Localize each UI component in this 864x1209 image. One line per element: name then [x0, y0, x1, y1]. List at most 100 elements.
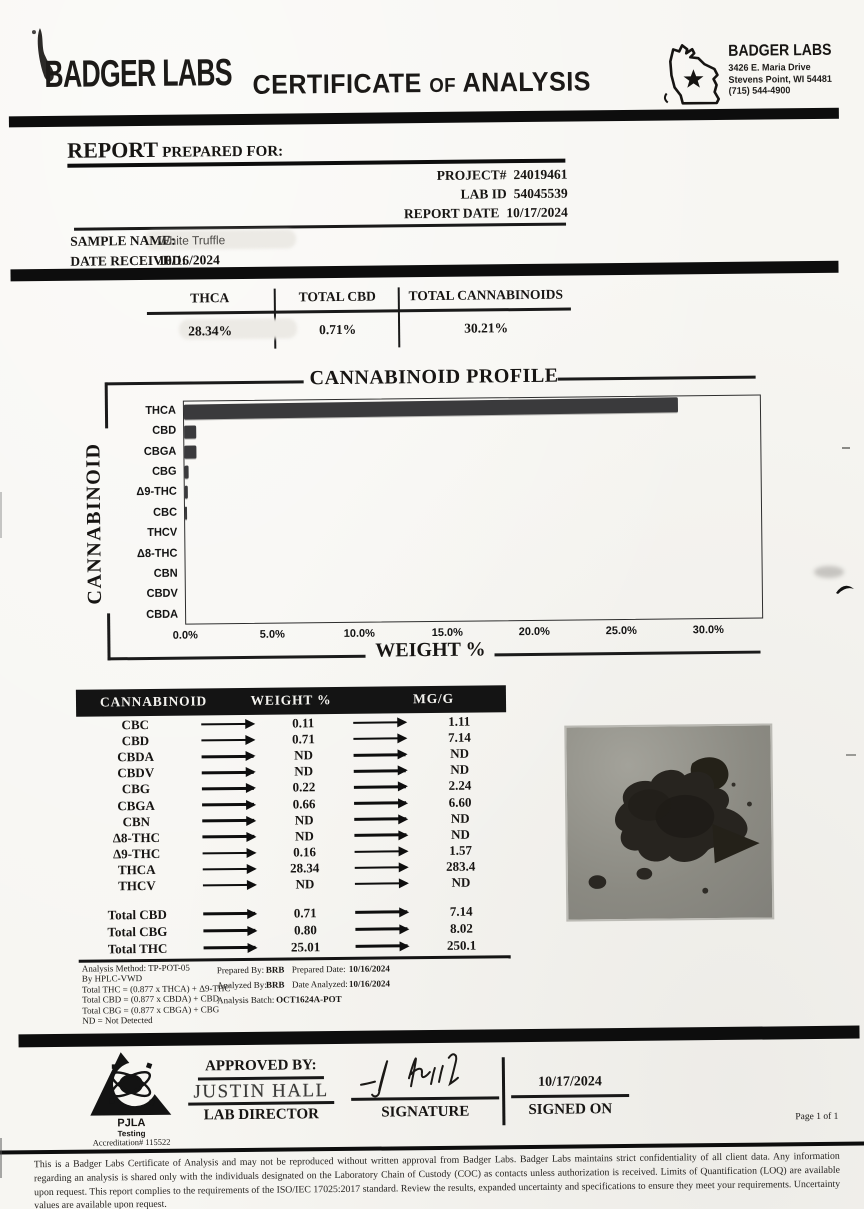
- chart-frame-top-left: [105, 380, 304, 385]
- lab-phone: (715) 544-4900: [728, 85, 791, 97]
- arrow-icon: [354, 865, 407, 870]
- report-meta: PROJECT# 24019461 LAB ID 54045539 REPORT D…: [285, 165, 568, 225]
- scan-smudge: [814, 566, 844, 578]
- certificate-title: CERTIFICATE OF ANALYSIS: [252, 66, 591, 101]
- prepared-by-value: BRB: [265, 964, 285, 975]
- x-axis-tick: 15.0%: [431, 626, 463, 640]
- arrow-icon: [354, 849, 407, 853]
- summary-cannabinoids-label: TOTAL CANNABINOIDS: [408, 286, 564, 304]
- analysis-notes: Analysis Method: TP-POT-05 By HPLC-VWD T…: [81, 962, 231, 1026]
- page-number: Page 1 of 1: [795, 1111, 839, 1123]
- summary-thca-value: 28.34%: [188, 323, 233, 339]
- signed-on-label: SIGNED ON: [528, 1101, 613, 1119]
- approver-title: LAB DIRECTOR: [203, 1106, 319, 1124]
- date-analyzed-label: Date Analyzed:: [291, 978, 348, 990]
- scan-mark: [0, 492, 2, 538]
- sample-photo: [564, 723, 775, 922]
- ink-smudge: [31, 28, 54, 82]
- x-axis-tick: 0.0%: [172, 629, 198, 642]
- chart-category-label: THCV: [147, 526, 178, 540]
- arrow-icon: [353, 753, 406, 757]
- arrow-icon: [353, 721, 406, 725]
- signed-on-date: 10/17/2024: [538, 1074, 602, 1090]
- x-axis-tick: 20.0%: [518, 625, 550, 639]
- arrow-icon: [354, 881, 407, 886]
- x-axis-tick: 5.0%: [259, 628, 285, 641]
- approved-by-label: APPROVED BY:: [204, 1057, 317, 1075]
- analysis-batch-value: OCT1624A-POT: [276, 993, 342, 1005]
- scan-mark: [0, 1138, 2, 1178]
- arrow-icon: [355, 910, 408, 914]
- report-date: REPORT DATE 10/17/2024: [403, 204, 568, 222]
- certificate-title-of: OF: [429, 74, 457, 97]
- arrow-icon: [201, 722, 254, 726]
- summary-cbd-value: 0.71%: [318, 321, 357, 338]
- chart-frame-bottom-left: [107, 654, 366, 660]
- chart-title: CANNABINOID PROFILE: [309, 364, 559, 390]
- accreditation-number: Accreditation# 115522: [92, 1136, 171, 1148]
- signature-image: [360, 1053, 459, 1098]
- lab-address-line2: Stevens Point, WI 54481: [728, 73, 832, 86]
- arrow-icon: [202, 867, 255, 871]
- arrow-icon: [353, 737, 406, 741]
- chart-category-label: Δ9-THC: [136, 486, 177, 499]
- scan-mark: [842, 447, 850, 449]
- certificate-title-word: CERTIFICATE: [252, 68, 422, 100]
- x-axis-label: WEIGHT %: [375, 638, 486, 662]
- table-header-mgg: MG/G: [413, 690, 454, 707]
- arrow-icon: [202, 883, 255, 887]
- chart-bar: [184, 506, 187, 520]
- summary-divider-2: [397, 287, 401, 348]
- chart-category-label: CBDV: [146, 587, 178, 601]
- arrow-icon: [354, 801, 407, 805]
- disclaimer-text: This is a Badger Labs Certificate of Ana…: [33, 1150, 841, 1209]
- chart-bar: [184, 485, 188, 499]
- summary-underline: [146, 307, 571, 315]
- summary-cannabinoids-value: 30.21%: [464, 320, 509, 336]
- chart-category-label: CBN: [153, 567, 178, 580]
- summary-cbd-label: TOTAL CBD: [298, 288, 376, 305]
- cannabinoid-profile-chart: [182, 394, 764, 625]
- arrow-icon: [201, 738, 254, 742]
- table-header-weight: WEIGHT %: [250, 692, 332, 708]
- lab-name: BADGER LABS: [728, 41, 832, 60]
- arrow-icon: [354, 817, 407, 821]
- analysis-batch-label: Analysis Batch:: [217, 994, 275, 1006]
- chart-frame-bottom-right: [494, 650, 761, 656]
- arrow-icon: [202, 819, 255, 823]
- arrow-icon: [355, 927, 408, 931]
- summary-thca-label: THCA: [190, 290, 230, 306]
- wisconsin-logo: [663, 44, 721, 105]
- arrow-icon: [201, 787, 254, 791]
- brand-wordmark: BADGER LABS: [44, 52, 233, 97]
- arrow-icon: [203, 929, 256, 933]
- results-table: CBC 0.11 1.11 CBD 0.71 7.14 CBDA ND ND CBDV ND N…: [76, 713, 508, 958]
- report-prepared-for-heading: REPORT PREPARED FOR:: [67, 136, 284, 163]
- x-axis-tick: 25.0%: [605, 624, 637, 638]
- lab-address: 3426 E. Maria Drive Stevens Point, WI 54…: [728, 62, 832, 98]
- chart-bar: [184, 465, 189, 479]
- arrow-icon: [202, 803, 255, 807]
- chart-frame-top-right: [557, 375, 756, 381]
- x-axis-tick: 30.0%: [692, 623, 724, 637]
- arrow-icon: [203, 946, 256, 950]
- arrow-icon: [201, 754, 254, 758]
- prepared-date-label: Prepared Date:: [291, 963, 346, 975]
- approval-divider: [501, 1057, 505, 1126]
- approver-underline: [188, 1101, 335, 1106]
- scan-mark: [846, 754, 856, 756]
- chart-category-label: CBC: [153, 506, 178, 519]
- arrow-icon: [354, 833, 407, 837]
- analyzed-by-value: BRB: [265, 979, 285, 990]
- star-icon: [683, 69, 704, 88]
- x-axis-tick: 10.0%: [343, 627, 375, 640]
- chart-category-label: Δ8-THC: [136, 547, 178, 560]
- table-header-cannabinoid: CANNABINOID: [99, 693, 208, 710]
- date-analyzed-value: 10/16/2024: [348, 978, 391, 989]
- chart-category-label: THCA: [145, 404, 177, 417]
- certificate-title-word: ANALYSIS: [462, 66, 592, 98]
- analyzed-by-label: Analyzed By:: [216, 979, 267, 991]
- arrow-icon: [355, 944, 408, 948]
